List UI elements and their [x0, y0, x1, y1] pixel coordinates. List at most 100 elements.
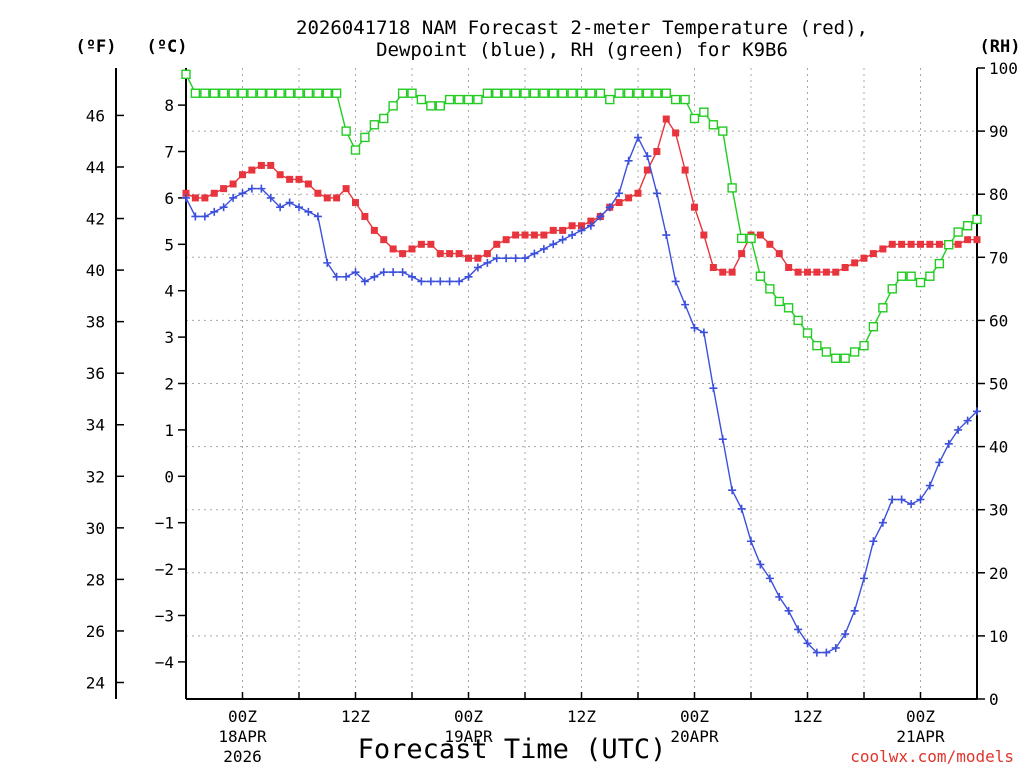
celsius-tick-label: 4	[164, 282, 174, 301]
dewpoint-point	[699, 328, 708, 337]
time-tick-label: 00Z	[228, 707, 257, 726]
temperature-point	[286, 175, 294, 183]
rh-point	[228, 88, 238, 98]
dewpoint-point	[238, 189, 247, 198]
dewpoint-line	[185, 135, 978, 654]
temperature-point	[728, 268, 736, 276]
rh-point	[962, 221, 973, 231]
dewpoint-point	[473, 263, 482, 272]
rh-point	[689, 113, 700, 124]
rh-point	[200, 88, 210, 98]
temperature-point	[691, 203, 698, 211]
temperature-point	[662, 115, 670, 123]
celsius-tick-label: 8	[164, 96, 174, 115]
time-tick-label: 00Z	[906, 707, 935, 726]
dewpoint-point	[408, 272, 416, 281]
rh-point	[341, 126, 351, 136]
dewpoint-point	[652, 189, 661, 198]
temperature-point	[719, 268, 727, 276]
dewpoint-point	[323, 258, 332, 267]
rh-point	[435, 101, 445, 111]
temperature-point	[804, 268, 811, 276]
rh-point	[953, 227, 963, 237]
dewpoint-point	[973, 407, 981, 416]
rh-point	[802, 328, 813, 338]
dewpoint-point	[586, 221, 595, 230]
temperature-point	[239, 171, 246, 179]
celsius-tick-label: −1	[155, 514, 174, 533]
dewpoint-point	[219, 203, 228, 212]
dewpoint-point	[464, 272, 473, 281]
x-axis-title: Forecast Time (UTC)	[358, 734, 667, 765]
temperature-point	[455, 250, 463, 258]
temperature-point	[361, 212, 369, 220]
rh-point	[501, 88, 511, 98]
rh-point	[906, 271, 916, 281]
rh-point	[388, 101, 398, 111]
temperature-point	[794, 268, 802, 276]
rh-point	[878, 303, 888, 313]
dewpoint-point	[935, 458, 944, 467]
dewpoint-point	[200, 212, 209, 221]
rh-point	[774, 296, 784, 307]
rh-point	[454, 94, 464, 105]
rh-point	[294, 88, 304, 98]
time-tick-label: 12Z	[567, 707, 596, 726]
rh-point	[256, 88, 267, 98]
dewpoint-point	[841, 630, 850, 639]
fahrenheit-tick-label: 36	[86, 364, 105, 383]
temperature-point	[926, 240, 934, 248]
dewpoint-point	[191, 212, 200, 221]
dewpoint-point	[888, 495, 897, 504]
rh-point	[859, 340, 869, 351]
dewpoint-point	[812, 648, 821, 657]
rh-tick-label: 100	[989, 59, 1018, 78]
fahrenheit-tick-label: 42	[86, 210, 105, 229]
rh-point	[661, 88, 671, 98]
temperature-point	[832, 268, 840, 276]
axes	[115, 67, 985, 700]
dewpoint-point	[285, 198, 294, 207]
temperature-point	[907, 240, 915, 248]
temperature-point	[973, 236, 981, 244]
celsius-tick-label: 0	[164, 467, 174, 486]
temperature-point	[512, 231, 520, 239]
dewpoint-point	[426, 277, 435, 286]
credit-link[interactable]: coolwx.com/models	[850, 747, 1014, 766]
temperature-point	[559, 226, 567, 234]
temperature-point	[220, 185, 228, 193]
celsius-tick-label: 3	[164, 328, 174, 347]
temperature-point	[380, 236, 388, 244]
dewpoint-point	[398, 268, 407, 277]
rh-point	[887, 284, 897, 294]
temperature-point	[446, 250, 454, 258]
rh-point	[181, 69, 191, 80]
temperature-point	[700, 231, 708, 239]
temperature-point	[568, 222, 576, 230]
fahrenheit-tick-label: 30	[86, 519, 105, 538]
rh-point	[783, 303, 794, 313]
dewpoint-point	[605, 203, 614, 212]
rh-point	[614, 88, 624, 98]
temperature-point	[709, 264, 717, 272]
fahrenheit-tick-label: 24	[86, 674, 105, 693]
rh-point	[605, 94, 615, 105]
rh-tick-label: 50	[989, 375, 1008, 394]
dewpoint-point	[624, 156, 633, 165]
temperature-point	[540, 231, 548, 239]
rh-point	[831, 353, 841, 363]
temperature-point	[813, 268, 821, 276]
rh-tick-label: 80	[989, 185, 1008, 204]
temperature-point	[653, 148, 661, 156]
dewpoint-point	[210, 207, 219, 216]
temperature-point	[898, 240, 906, 248]
temperature-point	[964, 236, 972, 244]
dewpoint-point	[351, 268, 360, 277]
temperature-point	[342, 185, 350, 193]
dewpoint-point	[539, 244, 548, 253]
dewpoint-point	[568, 231, 577, 240]
fahrenheit-tick-label: 32	[86, 467, 105, 486]
dewpoint-point	[577, 226, 586, 235]
rh-point	[407, 88, 417, 98]
fahrenheit-tick-label: 34	[86, 416, 105, 435]
